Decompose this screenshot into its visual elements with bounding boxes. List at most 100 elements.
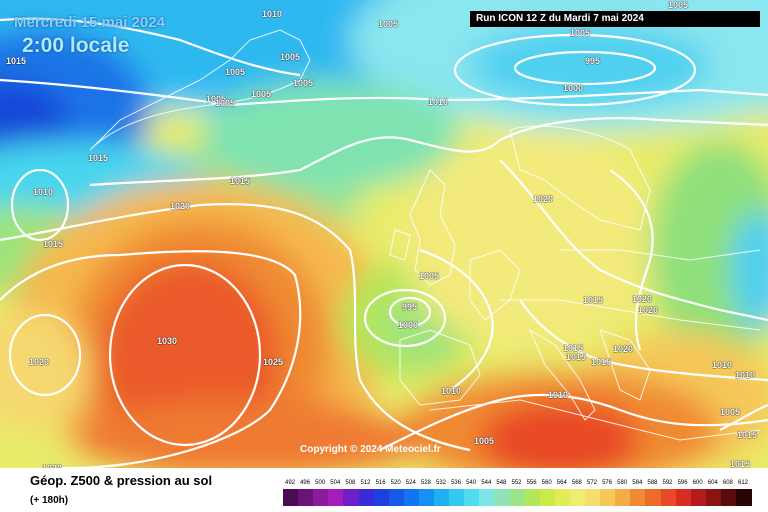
scale-tick-label: 504 bbox=[330, 480, 341, 486]
scale-tick-label: 604 bbox=[707, 480, 718, 486]
isobar-label: 1030 bbox=[157, 336, 178, 346]
copyright-notice: Copyright © 2024 Meteociel.fr bbox=[300, 444, 441, 455]
isobar-label: 995 bbox=[402, 302, 418, 312]
scale-swatch bbox=[554, 489, 571, 506]
isobar-label: 1015 bbox=[230, 176, 251, 186]
isobar-label: 1010 bbox=[548, 390, 569, 400]
scale-swatch bbox=[705, 489, 722, 506]
scale-tick-label: 532 bbox=[435, 480, 446, 486]
scale-swatch bbox=[479, 489, 495, 506]
scale-tick-label: 552 bbox=[511, 480, 522, 486]
scale-tick-label: 548 bbox=[496, 480, 507, 486]
scale-swatch bbox=[343, 489, 359, 506]
model-run-label: Run ICON 12 Z du Mardi 7 mai 2024 bbox=[470, 11, 760, 27]
isobar-lines bbox=[0, 17, 768, 468]
scale-swatch bbox=[418, 489, 435, 506]
scale-tick-label: 600 bbox=[692, 480, 703, 486]
scale-tick-label: 500 bbox=[315, 480, 326, 486]
geopotential-pressure-map bbox=[0, 0, 768, 468]
forecast-lead-time: (+ 180h) bbox=[30, 495, 69, 506]
isobar-label: 1020 bbox=[533, 194, 554, 204]
scale-tick-label: 536 bbox=[451, 480, 462, 486]
isobar-label: 1015 bbox=[730, 459, 751, 469]
isobar-label: 1015 bbox=[6, 56, 27, 66]
scale-swatch bbox=[388, 489, 405, 506]
scale-swatch bbox=[328, 489, 344, 506]
scale-swatch bbox=[509, 489, 526, 506]
scale-tick-label: 612 bbox=[737, 480, 748, 486]
scale-swatch bbox=[283, 489, 299, 506]
scale-tick-label: 516 bbox=[375, 480, 386, 486]
isobar-label: 1010 bbox=[428, 97, 449, 107]
map-title: Géop. Z500 & pression au sol bbox=[30, 473, 213, 488]
isobar-label: 1005 bbox=[474, 436, 495, 446]
scale-tick-label: 544 bbox=[481, 480, 492, 486]
isobar-label: 1005 bbox=[206, 94, 227, 104]
scale-tick-label: 588 bbox=[647, 480, 658, 486]
scale-swatch bbox=[600, 489, 616, 506]
scale-tick-label: 572 bbox=[586, 480, 597, 486]
scale-tick-label: 584 bbox=[632, 480, 643, 486]
scale-tick-label: 512 bbox=[360, 480, 371, 486]
scale-tick-label: 596 bbox=[677, 480, 688, 486]
scale-swatch bbox=[539, 489, 556, 506]
scale-tick-label: 580 bbox=[617, 480, 628, 486]
isobar-label: 1005 bbox=[419, 271, 440, 281]
scale-swatch bbox=[569, 489, 586, 506]
scale-swatch bbox=[358, 489, 375, 506]
isobar-label: 1015 bbox=[43, 239, 64, 249]
scale-swatch bbox=[298, 489, 314, 506]
scale-swatch bbox=[660, 489, 677, 506]
isobar-label: 1010 bbox=[735, 370, 756, 380]
scale-swatch bbox=[434, 489, 450, 506]
isobar-label: 1020 bbox=[29, 357, 50, 367]
scale-tick-label: 556 bbox=[526, 480, 537, 486]
scale-swatch bbox=[449, 489, 465, 506]
isobar-label: 1005 bbox=[668, 0, 689, 10]
isobar-label: 1010 bbox=[262, 9, 283, 19]
scale-tick-label: 540 bbox=[466, 480, 477, 486]
isobar-label: 1005 bbox=[293, 78, 314, 88]
scale-swatch bbox=[494, 489, 510, 506]
scale-swatch bbox=[524, 489, 541, 506]
isobar-label: 1015 bbox=[566, 352, 587, 362]
isobar-label: 1015 bbox=[591, 357, 612, 367]
isobar-label: 1020 bbox=[632, 294, 653, 304]
isobar-label: 1005 bbox=[251, 89, 272, 99]
forecast-time: 2:00 locale bbox=[22, 34, 130, 57]
forecast-date: Mercredi 15 mai 2024 bbox=[14, 14, 165, 31]
scale-swatch bbox=[690, 489, 707, 506]
isobar-label: 995 bbox=[585, 56, 601, 66]
scale-tick-label: 528 bbox=[420, 480, 431, 486]
scale-swatch bbox=[645, 489, 661, 506]
isobar-label: 1005 bbox=[570, 28, 591, 38]
scale-tick-label: 524 bbox=[405, 480, 416, 486]
scale-tick-label: 564 bbox=[556, 480, 567, 486]
isobar-label: 1015 bbox=[563, 343, 584, 353]
isobar-label: 1005 bbox=[215, 98, 236, 108]
isobar-label: 1020 bbox=[613, 344, 634, 354]
scale-swatch bbox=[615, 489, 631, 506]
isobar-label: 1000 bbox=[398, 320, 419, 330]
isobar-label: 1005 bbox=[720, 407, 741, 417]
scale-tick-label: 520 bbox=[390, 480, 401, 486]
scale-swatch bbox=[464, 489, 480, 506]
isobar-label: 1010 bbox=[712, 360, 733, 370]
isobar-label: 1010 bbox=[33, 187, 54, 197]
isobar-label: 1010 bbox=[441, 386, 462, 396]
isobar-label: 1020 bbox=[170, 201, 191, 211]
scale-swatch bbox=[313, 489, 329, 506]
scale-tick-label: 492 bbox=[284, 480, 295, 486]
scale-swatch bbox=[403, 489, 420, 506]
isobar-label: 1005 bbox=[280, 52, 301, 62]
isobar-label: 1005 bbox=[378, 19, 399, 29]
isobar-label: 1000 bbox=[563, 83, 584, 93]
isobar-label: 1005 bbox=[225, 67, 246, 77]
scale-tick-label: 496 bbox=[300, 480, 311, 486]
scale-tick-label: 508 bbox=[345, 480, 356, 486]
scale-tick-label: 608 bbox=[722, 480, 733, 486]
scale-swatch bbox=[373, 489, 390, 506]
scale-tick-label: 592 bbox=[662, 480, 673, 486]
isobar-label: 1020 bbox=[638, 305, 659, 315]
